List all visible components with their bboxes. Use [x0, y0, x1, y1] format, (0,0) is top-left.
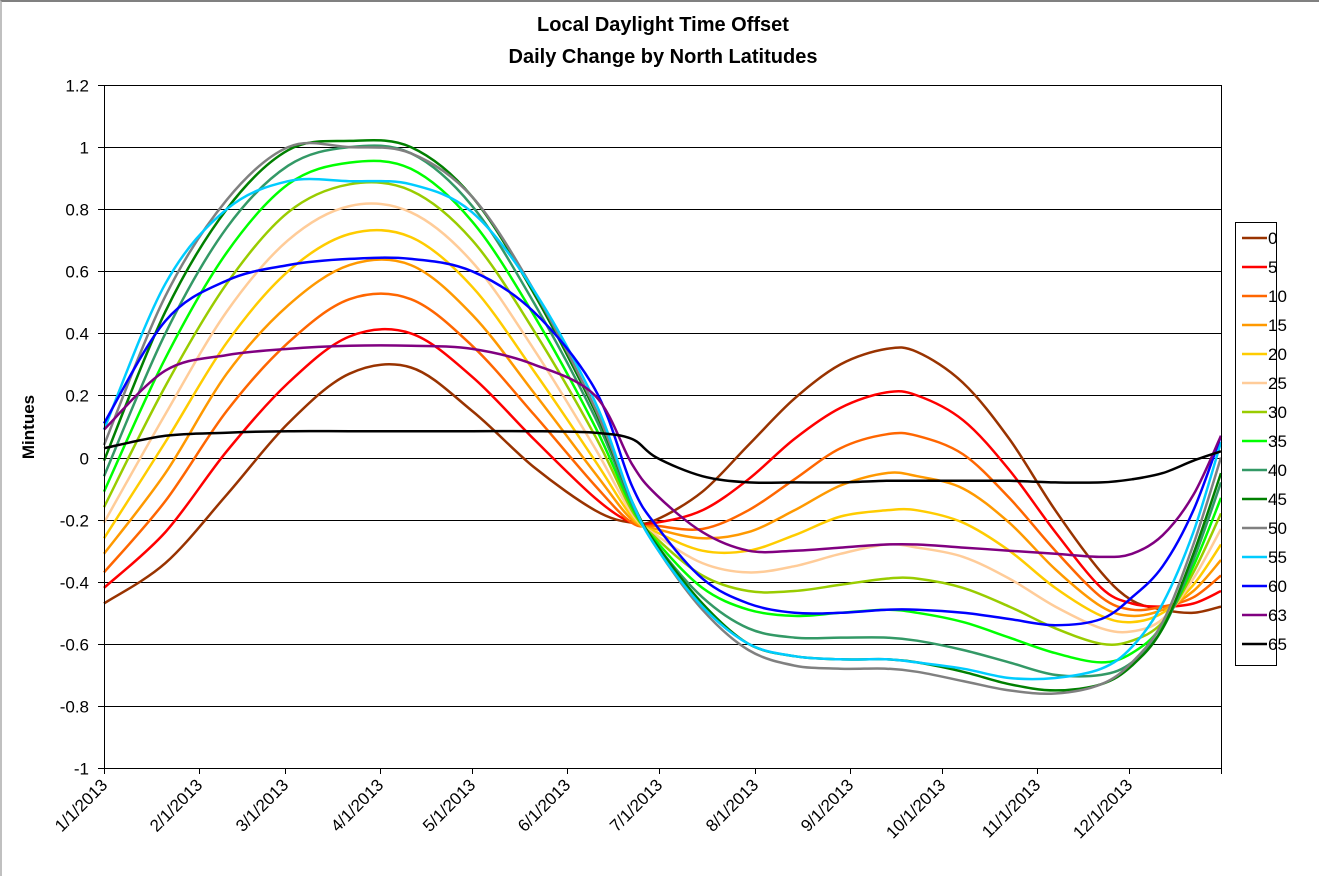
legend-label: 25: [1268, 374, 1287, 393]
y-axis-ticks: 1.2 1 0.8 0.6 0.4 0.2 0 -0.2 -0.4 -0.6 -0.8 -1: [60, 77, 104, 779]
plot-area-border: [104, 85, 1222, 769]
y-tick-label: 0.2: [65, 387, 89, 406]
series-line-lat-40: [102, 144, 1223, 678]
y-tick-label: 1: [80, 139, 89, 158]
legend: 0 5 10 15 20 25 30 35 40 45 50 55 60 63 65: [1235, 222, 1287, 666]
x-tick-label: 8/1/2013: [702, 775, 762, 835]
y-tick-label: 0.6: [65, 263, 89, 282]
legend-label: 63: [1268, 606, 1287, 625]
y-tick-label: -0.4: [60, 574, 89, 593]
y-tick-label: 0.4: [65, 325, 89, 344]
legend-label: 55: [1268, 548, 1287, 567]
x-tick-label: 9/1/2013: [797, 775, 857, 835]
legend-label: 35: [1268, 432, 1287, 451]
legend-label: 5: [1268, 258, 1277, 277]
x-axis-ticks: 1/1/2013 2/1/2013 3/1/2013 4/1/2013 5/1/2013…: [51, 768, 1222, 842]
y-tick-label: 0.8: [65, 201, 89, 220]
legend-label: 60: [1268, 577, 1287, 596]
legend-label: 50: [1268, 519, 1287, 538]
series-line-lat-50: [102, 141, 1223, 695]
y-tick-label: -0.6: [60, 636, 89, 655]
legend-label: 30: [1268, 403, 1287, 422]
y-tick-label: 0: [80, 450, 89, 469]
series-line-lat-60: [102, 256, 1223, 627]
legend-label: 45: [1268, 490, 1287, 509]
x-tick-label: 11/1/2013: [978, 775, 1044, 841]
x-tick-label: 3/1/2013: [232, 775, 292, 835]
x-tick-label: 10/1/2013: [882, 775, 949, 842]
series-line-lat-10: [103, 292, 1222, 612]
series-line-lat-35: [102, 159, 1223, 664]
series-line-lat-25: [102, 202, 1223, 634]
series-line-lat-30: [102, 180, 1223, 646]
chart-subtitle: Daily Change by North Latitudes: [509, 46, 818, 68]
legend-label: 40: [1268, 461, 1287, 480]
series-line-lat-20: [102, 228, 1223, 624]
y-tick-label: 1.2: [65, 77, 89, 96]
legend-label: 65: [1268, 635, 1287, 654]
legend-label: 15: [1268, 316, 1287, 335]
x-tick-label: 12/1/2013: [1069, 775, 1136, 842]
x-tick-label: 5/1/2013: [419, 775, 479, 835]
series-line-lat-0: [103, 346, 1222, 615]
x-tick-label: 1/1/2013: [51, 775, 111, 835]
y-tick-label: -0.8: [60, 698, 89, 717]
x-tick-label: 4/1/2013: [327, 775, 387, 835]
y-tick-label: -0.2: [60, 512, 89, 531]
x-tick-label: 6/1/2013: [514, 775, 574, 835]
series-line-lat-65: [103, 429, 1222, 485]
y-axis-label: Mintues: [19, 395, 38, 459]
series-line-lat-5: [103, 327, 1222, 608]
legend-label: 20: [1268, 345, 1287, 364]
y-tick-label: -1: [74, 760, 89, 779]
chart-title: Local Daylight Time Offset: [537, 14, 789, 36]
x-tick-label: 7/1/2013: [606, 775, 666, 835]
series-line-lat-15: [103, 258, 1222, 618]
legend-label: 0: [1268, 229, 1277, 248]
series-lines: [102, 138, 1223, 695]
legend-label: 10: [1268, 287, 1287, 306]
series-line-lat-63: [103, 344, 1223, 559]
series-line-lat-45: [102, 138, 1223, 692]
series-line-lat-55: [102, 177, 1223, 681]
x-tick-label: 2/1/2013: [146, 775, 206, 835]
